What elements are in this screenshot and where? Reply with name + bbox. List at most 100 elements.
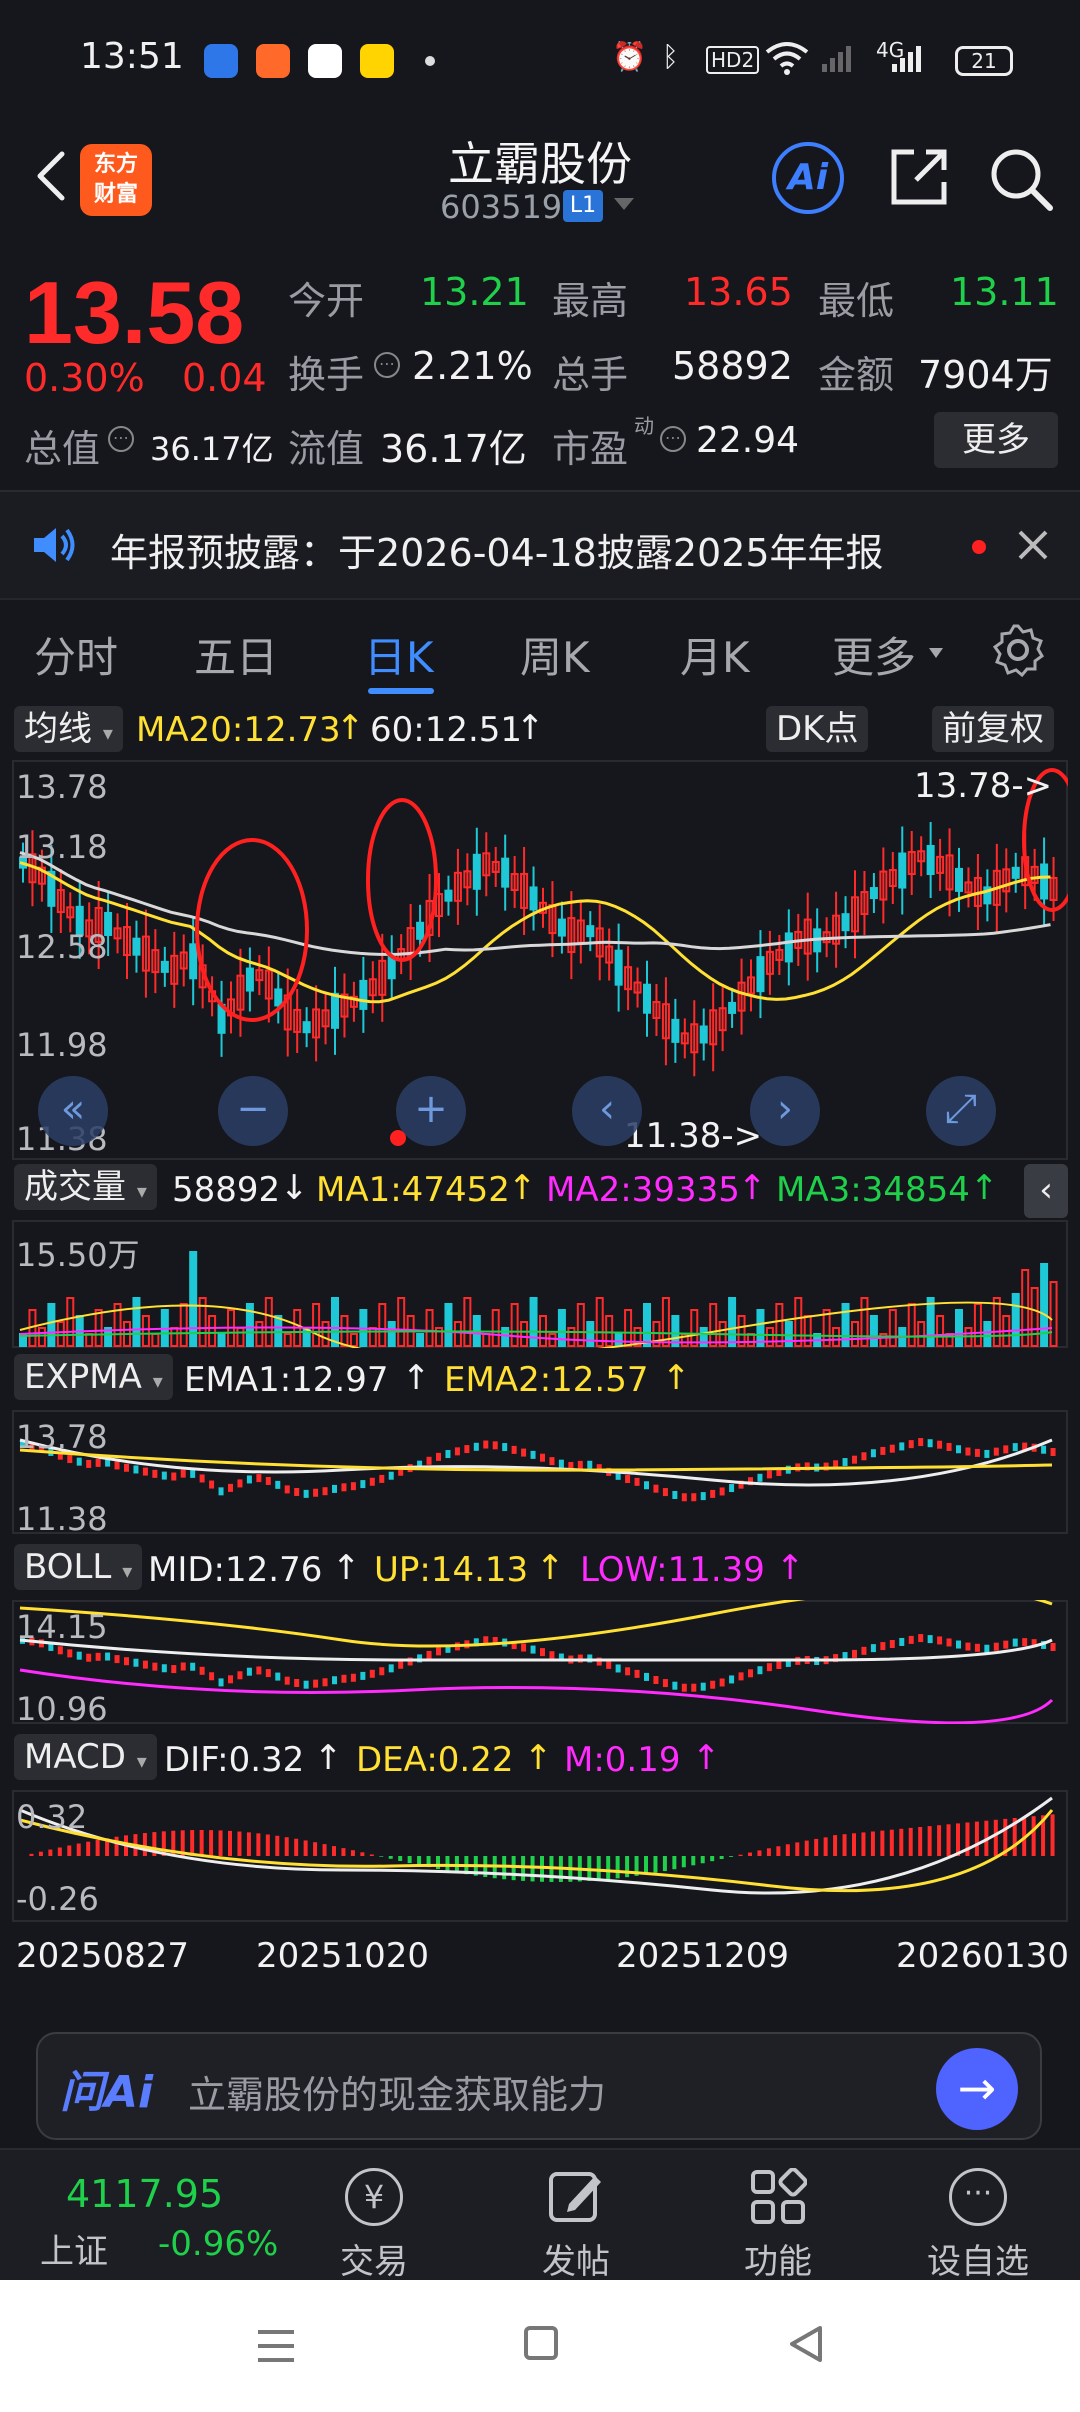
boll-chart[interactable] (12, 1600, 1068, 1724)
boll-select[interactable]: BOLL ▾ (14, 1544, 143, 1590)
nav-trade-label: 交易 (340, 2242, 408, 2282)
macd-bar (889, 1829, 894, 1856)
share-icon[interactable] (884, 142, 954, 216)
system-nav-bar (0, 2280, 1080, 2412)
macd-bar (29, 1853, 34, 1856)
total-cap-value: 36.17亿 (150, 430, 274, 468)
candle-body (699, 1025, 708, 1044)
volume-bar (860, 1297, 869, 1347)
boll-panel[interactable] (12, 1600, 1068, 1724)
macd-select[interactable]: MACD ▾ (14, 1734, 157, 1780)
collapse-panel-icon[interactable]: ‹ (1024, 1164, 1068, 1218)
kline-chart[interactable] (12, 760, 1068, 1160)
ai-query-box[interactable]: 问Ai 立霸股份的现金获取能力 → (36, 2032, 1042, 2140)
indicator-select[interactable]: 均线 ▾ (14, 706, 123, 752)
candle-body (624, 966, 633, 991)
grid-app-icon (256, 44, 290, 78)
volume-bar (463, 1297, 472, 1347)
volume-bar (709, 1303, 718, 1347)
boll-up-line (19, 1600, 1053, 1648)
kline-panel[interactable] (12, 760, 1068, 1160)
candle-body (56, 889, 65, 914)
more-button[interactable]: 更多 (934, 412, 1058, 468)
info-icon-3[interactable]: ⋯ (660, 426, 686, 452)
fullscreen-icon[interactable]: ⤢ (926, 1076, 996, 1146)
notice-bar[interactable]: 年报预披露：于2026-04-18披露2025年年报 (0, 490, 1080, 598)
volume-bar (992, 1297, 1001, 1347)
nav-post[interactable]: 发帖 (476, 2150, 676, 2283)
adjust-button[interactable]: 前复权 (932, 706, 1054, 752)
tab-weekly-k[interactable]: 周K (520, 633, 590, 682)
expma-candle (313, 1488, 319, 1497)
expma-candle (294, 1487, 300, 1496)
tab-intraday[interactable]: 分时 (34, 633, 119, 682)
tab-five-day[interactable]: 五日 (194, 633, 279, 682)
candle-body (879, 870, 888, 901)
volume-bar (491, 1309, 500, 1347)
info-icon-2[interactable]: ⋯ (108, 426, 134, 452)
macd-bar (1003, 1818, 1008, 1856)
volume-bar (586, 1321, 595, 1347)
ai-query-placeholder[interactable]: 立霸股份的现金获取能力 (188, 2073, 607, 2117)
boll-candle (256, 1666, 262, 1675)
boll-mid-arrow: ↑ (332, 1548, 361, 1588)
macd-bar (303, 1840, 308, 1856)
tab-daily-k[interactable]: 日K (364, 633, 434, 682)
boll-candle (710, 1680, 716, 1689)
tab-more[interactable]: 更多 (832, 633, 917, 682)
step-left-icon[interactable]: ‹ (572, 1076, 642, 1146)
yen-icon: ¥ (345, 2168, 403, 2226)
nav-functions[interactable]: 功能 (678, 2150, 878, 2283)
volume-select[interactable]: 成交量 ▾ (14, 1164, 157, 1210)
scroll-left-icon[interactable]: « (38, 1076, 108, 1146)
ema2-arrow: ↑ (662, 1358, 691, 1398)
chevron-down-icon[interactable] (612, 196, 636, 218)
ai-button[interactable]: Ai (772, 142, 844, 214)
date-label: 20251209 (616, 1936, 790, 1976)
candle-body (869, 887, 878, 900)
back-nav-icon[interactable] (786, 2324, 826, 2368)
macd-bar (265, 1834, 270, 1856)
candle-body (255, 969, 264, 982)
macd-bar (842, 1834, 847, 1856)
macd-panel[interactable] (12, 1790, 1068, 1922)
home-icon[interactable] (524, 2326, 558, 2360)
expma-panel[interactable] (12, 1410, 1068, 1534)
macd-bar (190, 1830, 195, 1856)
gear-icon[interactable] (990, 622, 1046, 682)
nav-trade[interactable]: ¥ 交易 (274, 2150, 474, 2283)
expma-chart[interactable] (12, 1410, 1068, 1534)
close-icon[interactable] (1016, 528, 1050, 566)
boll-candle (549, 1651, 555, 1660)
nav-add-watchlist[interactable]: ··· 设自选 (878, 2150, 1078, 2283)
macd-bar (95, 1839, 100, 1856)
tab-monthly-k[interactable]: 月K (680, 633, 750, 682)
expma-candle (634, 1477, 640, 1486)
menu-icon[interactable] (256, 2328, 296, 2368)
boll-candle (672, 1681, 678, 1690)
vol-ma1-arrow: ↑ (508, 1168, 537, 1208)
expma-candle (965, 1447, 971, 1456)
expma-select[interactable]: EXPMA ▾ (14, 1354, 173, 1400)
back-icon[interactable] (24, 146, 84, 206)
active-tab-indicator (368, 688, 434, 694)
volume-bar (274, 1315, 283, 1347)
macd-chart[interactable] (12, 1790, 1068, 1922)
volume-bar (349, 1333, 358, 1347)
dk-point-button[interactable]: DK点 (766, 706, 869, 752)
boll-candle (426, 1650, 432, 1659)
zoom-in-icon[interactable]: + (396, 1076, 466, 1146)
search-icon[interactable] (986, 144, 1056, 218)
send-arrow-icon[interactable]: → (936, 2048, 1018, 2130)
volume-bar (85, 1333, 94, 1347)
volume-bar (113, 1303, 122, 1347)
volume-chart[interactable] (12, 1220, 1068, 1348)
info-icon[interactable]: ⋯ (374, 352, 400, 378)
step-right-icon[interactable]: › (750, 1076, 820, 1146)
index-ticker[interactable]: 4117.95 上证 -0.96% (0, 2150, 278, 2282)
logo-line-1: 东方 (93, 152, 138, 177)
expma-candle (833, 1460, 839, 1469)
boll-candle (388, 1664, 394, 1673)
zoom-out-icon[interactable]: − (218, 1076, 288, 1146)
vol-ma2-line (19, 1326, 1053, 1344)
